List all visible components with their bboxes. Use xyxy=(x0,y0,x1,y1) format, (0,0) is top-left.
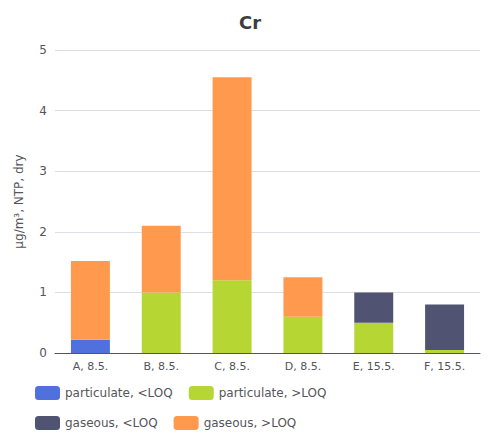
svg-text:particulate, <LOQ: particulate, <LOQ xyxy=(65,386,173,400)
svg-text:μg/m³, NTP, dry: μg/m³, NTP, dry xyxy=(12,154,26,248)
svg-text:2: 2 xyxy=(39,225,47,239)
svg-text:A, 8.5.: A, 8.5. xyxy=(73,360,109,373)
svg-text:B, 8.5.: B, 8.5. xyxy=(143,360,179,373)
svg-text:1: 1 xyxy=(39,285,47,299)
svg-text:particulate, >LOQ: particulate, >LOQ xyxy=(219,386,327,400)
svg-text:5: 5 xyxy=(39,43,47,57)
svg-text:3: 3 xyxy=(39,164,47,178)
svg-text:gaseous, <LOQ: gaseous, <LOQ xyxy=(65,416,158,430)
svg-text:C, 8.5.: C, 8.5. xyxy=(214,360,250,373)
svg-text:4: 4 xyxy=(39,104,47,118)
svg-text:E, 15.5.: E, 15.5. xyxy=(353,360,395,373)
svg-text:gaseous, >LOQ: gaseous, >LOQ xyxy=(204,416,297,430)
svg-text:F, 15.5.: F, 15.5. xyxy=(424,360,465,373)
svg-text:Cr: Cr xyxy=(239,12,261,33)
svg-text:0: 0 xyxy=(39,346,47,360)
svg-text:D, 8.5.: D, 8.5. xyxy=(285,360,321,373)
